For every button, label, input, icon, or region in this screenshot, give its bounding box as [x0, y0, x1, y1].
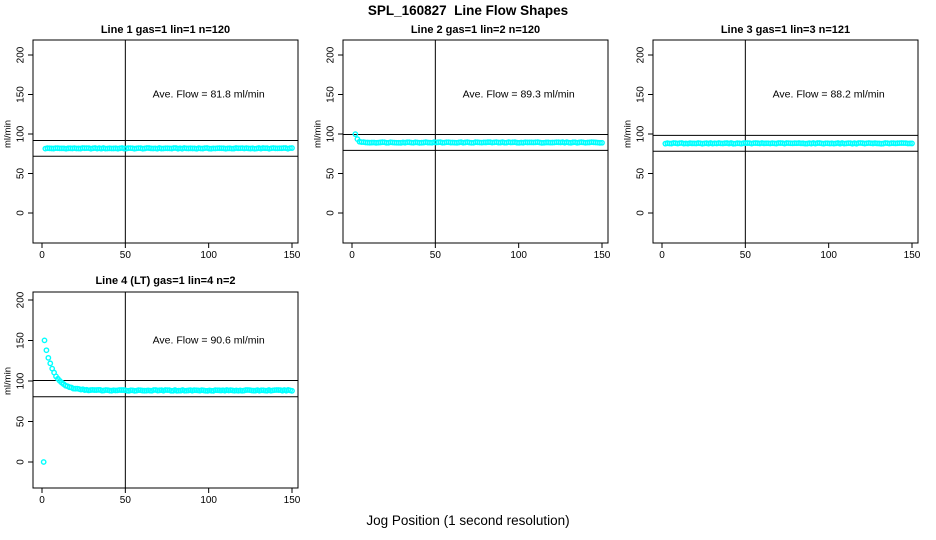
panel-title: Line 2 gas=1 lin=2 n=120 — [411, 24, 540, 36]
y-tick-label: 200 — [16, 291, 27, 308]
y-tick-label: 50 — [16, 416, 27, 428]
data-points — [42, 145, 295, 152]
plot-box — [32, 39, 299, 244]
x-tick-label: 50 — [740, 250, 752, 261]
y-tick-label: 150 — [326, 86, 337, 103]
x-tick-label: 150 — [284, 250, 301, 261]
ave-flow-annotation: Ave. Flow = 90.6 ml/min — [153, 335, 265, 347]
figure-x-axis-label: Jog Position (1 second resolution) — [366, 513, 570, 528]
y-tick-label: 50 — [636, 168, 647, 180]
figure-main-title: SPL_160827 Line Flow Shapes — [367, 3, 569, 18]
panel-line-4: 0 50 100 150 0 50 100 150 200 ml/min Line 4 (LT) g… — [3, 275, 301, 506]
panel-line-3: 0 50 100 150 0 50 100 150 200 ml/min Line 3 gas=1 … — [623, 24, 921, 261]
x-tick-label: 150 — [594, 250, 611, 261]
panel-title: Line 1 gas=1 lin=1 n=120 — [101, 24, 230, 36]
ave-flow-annotation: Ave. Flow = 81.8 ml/min — [153, 89, 265, 101]
plot-box — [652, 39, 919, 244]
y-tick-label: 200 — [326, 46, 337, 63]
y-tick-label: 0 — [326, 210, 337, 216]
y-tick-label: 100 — [16, 125, 27, 142]
panel-title: Line 4 (LT) gas=1 lin=4 n=2 — [95, 275, 235, 287]
x-tick-label: 100 — [200, 495, 217, 506]
outlier-point — [40, 459, 47, 465]
y-tick-label: 0 — [636, 210, 647, 216]
data-points — [352, 131, 605, 146]
y-tick-label: 150 — [16, 332, 27, 349]
y-axis-unit-label: ml/min — [3, 367, 14, 395]
y-axis-unit-label: ml/min — [313, 120, 324, 148]
x-tick-label: 0 — [659, 250, 665, 261]
y-tick-label: 100 — [636, 125, 647, 142]
x-tick-label: 100 — [820, 250, 837, 261]
y-axis-unit-label: ml/min — [3, 120, 14, 148]
y-axis-unit-label: ml/min — [623, 120, 634, 148]
y-tick-label: 150 — [636, 86, 647, 103]
y-tick-label: 100 — [326, 125, 337, 142]
x-tick-label: 150 — [284, 495, 301, 506]
plot-box — [342, 39, 609, 244]
x-tick-label: 50 — [120, 250, 132, 261]
ave-flow-annotation: Ave. Flow = 89.3 ml/min — [463, 89, 575, 101]
y-tick-label: 200 — [16, 46, 27, 63]
y-tick-label: 0 — [16, 459, 27, 465]
y-tick-label: 0 — [16, 210, 27, 216]
y-tick-label: 150 — [16, 86, 27, 103]
x-tick-label: 100 — [200, 250, 217, 261]
ave-flow-annotation: Ave. Flow = 88.2 ml/min — [773, 89, 885, 101]
panel-line-1: 0 50 100 150 0 50 100 150 200 ml/min Line 1 gas=1 … — [3, 24, 301, 261]
x-tick-label: 50 — [430, 250, 442, 261]
panel-title: Line 3 gas=1 lin=3 n=121 — [721, 24, 850, 36]
x-tick-label: 150 — [904, 250, 921, 261]
panel-line-2: 0 50 100 150 0 50 100 150 200 ml/min Line 2 gas=1 … — [313, 24, 611, 261]
y-tick-label: 50 — [16, 168, 27, 180]
x-tick-label: 0 — [39, 495, 45, 506]
data-points — [662, 140, 915, 147]
x-tick-label: 0 — [39, 250, 45, 261]
y-tick-label: 100 — [16, 372, 27, 389]
y-tick-label: 50 — [326, 168, 337, 180]
y-tick-label: 200 — [636, 46, 647, 63]
data-points — [40, 337, 295, 465]
x-tick-label: 50 — [120, 495, 132, 506]
x-tick-label: 100 — [510, 250, 527, 261]
plot-box — [32, 291, 299, 489]
x-tick-label: 0 — [349, 250, 355, 261]
